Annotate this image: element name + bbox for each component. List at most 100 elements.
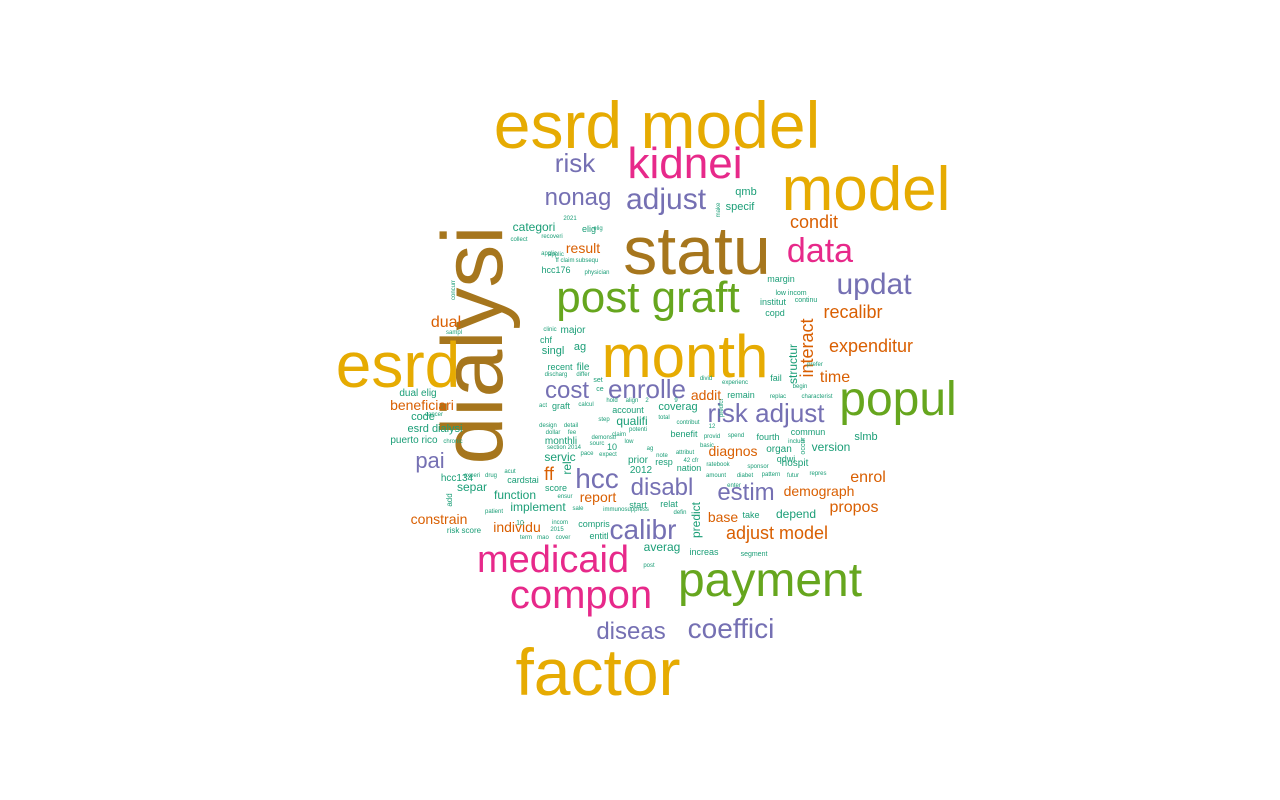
- cloud-word: experienc: [722, 380, 748, 386]
- cloud-word: slmb: [854, 431, 877, 443]
- cloud-word: nonag: [545, 184, 612, 211]
- cloud-word: futur: [787, 473, 799, 479]
- cloud-word: characterist: [801, 394, 832, 400]
- cloud-word: 9: [674, 398, 678, 404]
- cloud-word: qmb: [735, 186, 756, 198]
- cloud-word: remain: [727, 390, 755, 400]
- cloud-word: occur: [800, 437, 807, 455]
- cloud-word: fourth: [756, 432, 779, 442]
- cloud-word: 12: [709, 424, 716, 430]
- cloud-word: amount: [706, 473, 726, 479]
- cloud-word: compris: [578, 519, 610, 529]
- cloud-word: kidnei: [628, 139, 743, 188]
- cloud-word: includ: [788, 439, 804, 445]
- cloud-word: dual: [431, 314, 461, 331]
- cloud-word: pace: [580, 451, 594, 457]
- cloud-word: diagnos: [708, 443, 757, 459]
- cloud-word: prior: [628, 455, 649, 466]
- cloud-word: esrd: [336, 329, 461, 401]
- cloud-word: demograph: [784, 483, 855, 499]
- cloud-word: mao: [537, 535, 549, 541]
- cloud-word: risk: [555, 148, 596, 178]
- cloud-word: account: [612, 405, 644, 415]
- cloud-word: coeffici: [688, 613, 775, 644]
- cloud-word: repres: [809, 471, 826, 477]
- cloud-word: add: [445, 493, 454, 506]
- cloud-word: section 2014: [547, 445, 582, 451]
- cloud-word: acut: [504, 469, 516, 475]
- cloud-word: adjust: [626, 183, 707, 216]
- cloud-word: applic: [541, 251, 557, 257]
- cloud-word: attribut: [676, 450, 695, 456]
- cloud-word: resp: [655, 457, 673, 467]
- cloud-word: segment: [741, 551, 768, 558]
- cloud-word: recent: [547, 362, 573, 372]
- cloud-word: start: [629, 500, 647, 510]
- cloud-word: drug: [485, 473, 497, 479]
- cloud-word: condit: [790, 212, 838, 232]
- cloud-word: set: [593, 377, 602, 384]
- cloud-word: compon: [510, 573, 652, 617]
- cloud-word: depend: [776, 507, 816, 521]
- cloud-word: 2: [645, 398, 649, 404]
- cloud-word: patient: [485, 509, 503, 515]
- cloud-word: report: [580, 489, 617, 505]
- cloud-word: physician: [584, 270, 609, 276]
- cloud-word: chf: [540, 335, 553, 345]
- cloud-word: cardstai: [507, 475, 539, 485]
- cloud-word: ff claim: [556, 258, 575, 264]
- cloud-word: diseas: [596, 618, 665, 645]
- cloud-word: term: [520, 535, 532, 541]
- cloud-word: align: [626, 398, 639, 404]
- cloud-word: averag: [644, 540, 681, 554]
- cloud-word: major: [560, 325, 586, 336]
- cloud-word: disabl: [631, 474, 694, 501]
- cloud-word: coverag: [658, 401, 697, 413]
- cloud-word: 2021: [563, 216, 577, 222]
- cloud-word: ce: [596, 386, 604, 393]
- cloud-word: note: [656, 453, 668, 459]
- cloud-word: medicaid: [477, 539, 629, 581]
- cloud-word: structur: [786, 344, 800, 384]
- cloud-word: pai: [415, 448, 444, 473]
- cloud-word: post: [643, 563, 655, 569]
- cloud-word: monthli: [545, 436, 577, 447]
- cloud-word: 10: [516, 520, 524, 527]
- cloud-word: estim: [717, 479, 774, 506]
- cloud-word: sale: [572, 506, 584, 512]
- cloud-word: hcc: [575, 463, 619, 494]
- cloud-word: time: [820, 369, 850, 386]
- cloud-word: cancer: [425, 412, 443, 418]
- cloud-word: provid: [704, 434, 720, 440]
- cloud-word: institut: [760, 297, 787, 307]
- cloud-word: increas: [689, 547, 719, 557]
- cloud-word: ag: [647, 446, 654, 452]
- cloud-word: begin: [793, 384, 808, 390]
- cloud-word: singl: [542, 345, 565, 357]
- cloud-word: sponsor: [747, 464, 768, 470]
- cloud-word: 10: [607, 442, 617, 452]
- cloud-word: step: [598, 417, 610, 423]
- cloud-word: nation: [677, 463, 702, 473]
- cloud-word: dialysi: [425, 226, 521, 465]
- cloud-word: clinic: [543, 327, 556, 333]
- cloud-word: basic: [700, 443, 714, 449]
- cloud-word: constrain: [411, 511, 468, 527]
- cloud-word: 2012: [630, 465, 653, 476]
- cloud-word: factor: [515, 635, 680, 709]
- cloud-word: hcc176: [541, 265, 570, 275]
- cloud-word: entitl: [589, 531, 608, 541]
- cloud-word: predict: [689, 501, 703, 538]
- cloud-word: divid: [700, 376, 712, 382]
- cloud-word: pattern: [762, 472, 781, 478]
- cloud-word: concurr: [451, 280, 457, 300]
- cloud-word: experi: [464, 473, 480, 479]
- cloud-word: data: [787, 232, 853, 270]
- cloud-word: recoveri: [541, 234, 562, 240]
- cloud-word: expect: [599, 452, 617, 458]
- cloud-word: elig: [582, 224, 596, 234]
- cloud-word: 2015: [550, 527, 564, 533]
- cloud-word: puerto rico: [390, 435, 438, 446]
- cloud-word: copd: [765, 308, 785, 318]
